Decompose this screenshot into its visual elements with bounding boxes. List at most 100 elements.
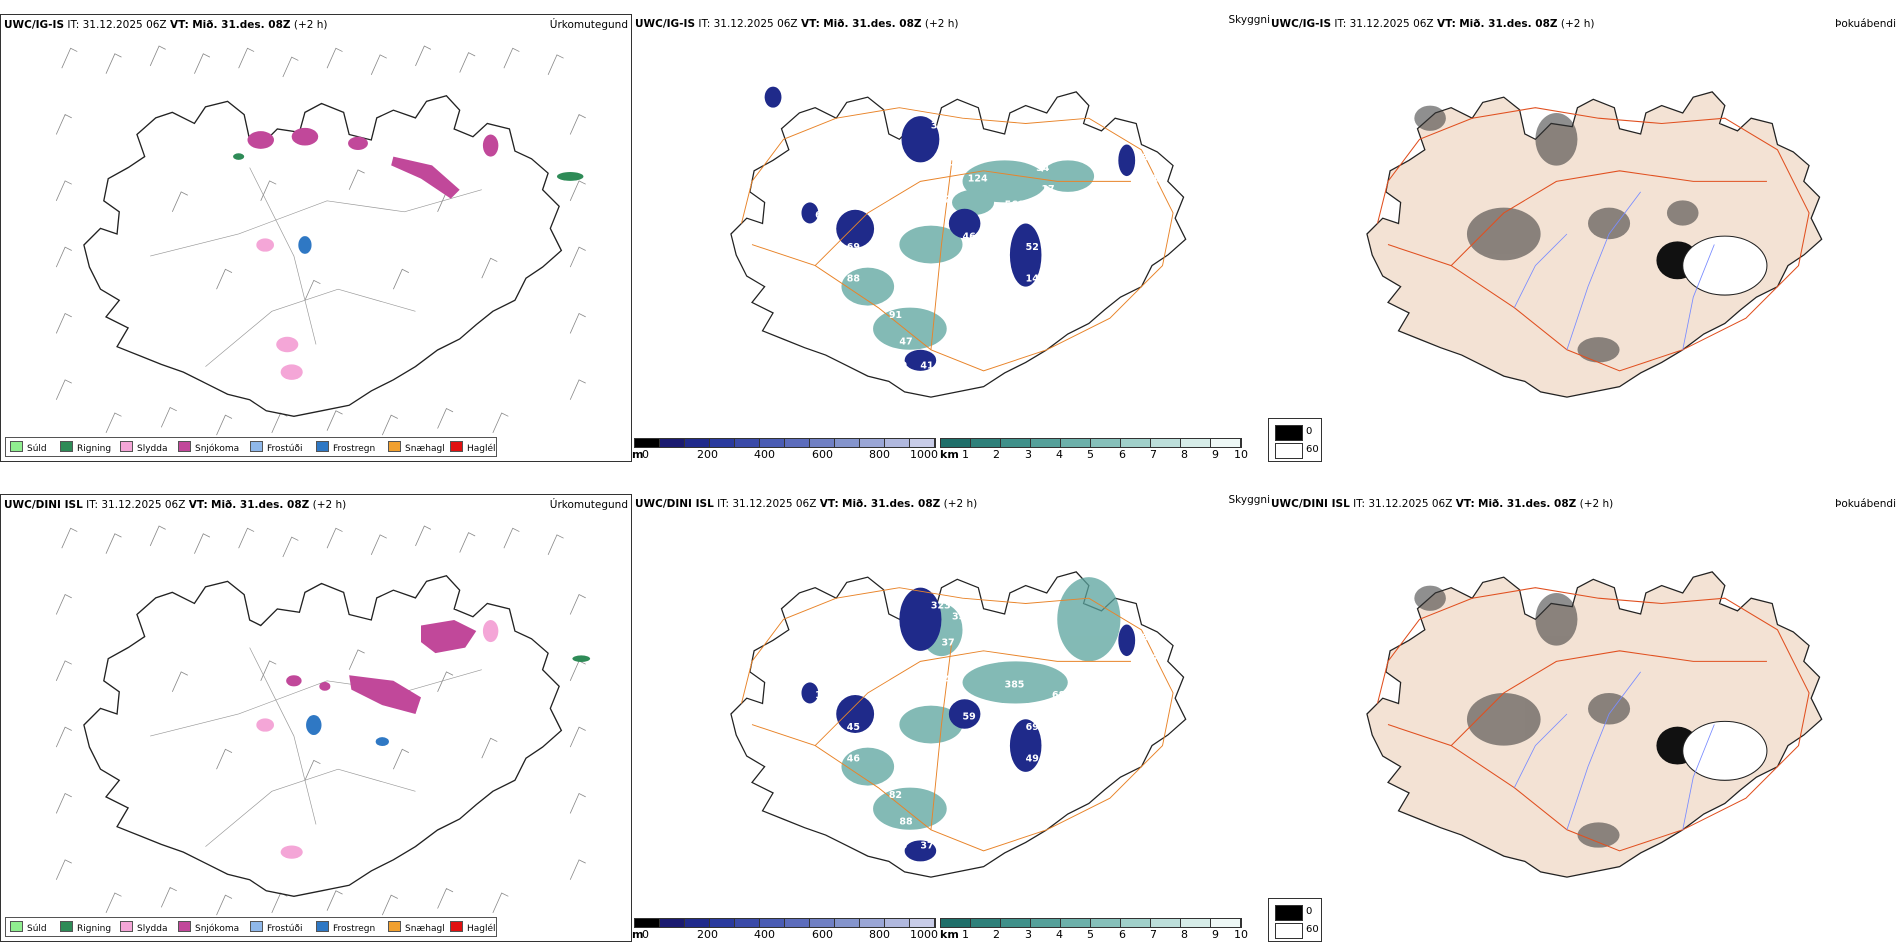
wind-barbs-2 [55, 525, 586, 916]
cloud-base-value: 254 [931, 674, 951, 685]
fog-panel-2: UWC/DINI ISL IT: 31.12.2025 06Z VT: Mið.… [1268, 494, 1900, 942]
colorbar-segment [710, 919, 735, 927]
legend-swatch [316, 441, 329, 452]
legend-swatch [120, 921, 133, 932]
colorbar-segment [685, 919, 710, 927]
legend-swatch [178, 921, 191, 932]
cloud-base-value: 17 [1041, 184, 1054, 195]
cloud-base-value: 35 [1110, 247, 1123, 258]
cloud-base-value: 167 [815, 690, 835, 701]
rivers-2 [1513, 671, 1715, 830]
legend-snjokoma: Snjókoma [178, 441, 239, 454]
precip-header-1: UWC/IG-IS IT: 31.12.2025 06Z VT: Mið. 31… [4, 19, 328, 31]
cloud-base-value: 52 [1026, 242, 1039, 253]
cloud-base-value: 63 [1036, 774, 1049, 785]
legend-haglel: Haglél [450, 921, 496, 934]
legend-swatch [316, 921, 329, 932]
legend-frostregn: Frostregn [316, 441, 375, 454]
fog-legend-label-60: 60 [1306, 444, 1319, 455]
legend-slydda: Slydda [120, 441, 167, 454]
fog-roads-2 [1376, 587, 1810, 852]
cloud-base-areas-1 [764, 86, 1136, 371]
cloud-base-value: 128 [1089, 184, 1109, 195]
precip-title-1: Úrkomutegund [549, 19, 628, 31]
visibility-ticks-1: 1 2 3 4 5 6 7 8 9 10 [962, 448, 1248, 461]
colorbar-segment [1211, 439, 1241, 447]
cloud-base-value: 47 [884, 242, 897, 253]
cloud-base-value: 10 [1152, 173, 1166, 184]
fog-header-2: UWC/DINI ISL IT: 31.12.2025 06Z VT: Mið.… [1271, 498, 1614, 510]
cloud-base-value: 385 [1005, 680, 1025, 691]
cloud-base-value: 69 [847, 242, 860, 253]
cloud-base-value: 88 [899, 817, 912, 828]
cloud-base-value: 80 [941, 158, 955, 169]
colorbar-segment [1061, 919, 1091, 927]
rivers-1 [1513, 191, 1715, 350]
precip-panel-1: UWC/IG-IS IT: 31.12.2025 06Z VT: Mið. 31… [0, 14, 632, 462]
legend-swatch [250, 921, 263, 932]
colorbar-segment [1091, 919, 1121, 927]
fog-legend-1: 0 60 [1268, 418, 1322, 462]
precip-map-2 [55, 525, 591, 916]
cloud-base-colorbar-1 [634, 438, 936, 448]
cloud-base-ticks-2: 0 200 400 600 800 1000 [642, 928, 938, 941]
fog-map-2 [1366, 571, 1823, 878]
colorbar-segment [860, 439, 885, 447]
legend-swatch [10, 921, 23, 932]
cloud-base-value: 69 [815, 210, 828, 221]
legend-rigning: Rigning [60, 921, 111, 934]
visibility-unit-1: km [940, 448, 959, 461]
cloud-base-areas-2 [801, 587, 1136, 862]
legend-sudl: Súld [10, 441, 47, 454]
legend-swatch [60, 441, 73, 452]
cloud-base-value: 338 [931, 121, 951, 132]
colorbar-segment [941, 919, 971, 927]
legend-sudl: Súld [10, 921, 47, 934]
colorbar-segment [885, 439, 910, 447]
cloud-base-value: 69 [1026, 722, 1039, 733]
cloud-base-value: 50 [894, 841, 908, 852]
colorbar-segment [735, 919, 760, 927]
cloud-base-value: 35 [1073, 215, 1086, 226]
colorbar-segment [785, 439, 810, 447]
colorbar-segment [785, 919, 810, 927]
cloud-base-value: 560 [1005, 200, 1025, 211]
visibility-colorbar-2 [940, 918, 1242, 928]
legend-swatch [450, 921, 463, 932]
cloud-base-value: 77 [1152, 653, 1165, 664]
cloud-base-ticks-1: 0 200 400 600 800 1000 [642, 448, 938, 461]
colorbar-segment [735, 439, 760, 447]
precip-legend-2: Súld Rigning Slydda Snjókoma Frostúði Fr… [5, 917, 497, 937]
cloud-base-value: 46 [963, 231, 977, 242]
cloud-panel-2: UWC/DINI ISL IT: 31.12.2025 06Z VT: Mið.… [632, 494, 1272, 942]
fog-panel-1: UWC/IG-IS IT: 31.12.2025 06Z VT: Mið. 31… [1268, 14, 1900, 462]
cloud-base-value: 47 [899, 337, 912, 348]
legend-swatch [178, 441, 191, 452]
cloud-title-1: Skyggni [1228, 14, 1271, 26]
fog-swatch-60 [1275, 923, 1303, 939]
fog-title-2: Þokuábendi [1835, 498, 1896, 510]
cloud-base-value: 142 [1026, 273, 1046, 284]
colorbar-segment [971, 919, 1001, 927]
fog-legend-label-60: 60 [1306, 924, 1319, 935]
cloud-base-value: 13 [815, 337, 828, 348]
colorbar-segment [1121, 439, 1151, 447]
cloud-base-value: 68 [1052, 690, 1065, 701]
colorbar-segment [1001, 439, 1031, 447]
visibility-colorbar-1 [940, 438, 1242, 448]
fog-areas-2 [1414, 585, 1631, 848]
glacier-white-1 [1682, 235, 1768, 296]
fog-swatch-60 [1275, 443, 1303, 459]
colorbar-segment [1031, 919, 1061, 927]
colorbar-segment [1211, 919, 1241, 927]
cloud-base-value: 39 [894, 361, 907, 372]
cloud-base-unit-2: m [632, 928, 644, 941]
colorbar-segment [971, 439, 1001, 447]
legend-swatch [60, 921, 73, 932]
fog-swatch-0 [1275, 425, 1303, 441]
cloud-base-value: 88 [1141, 152, 1154, 163]
